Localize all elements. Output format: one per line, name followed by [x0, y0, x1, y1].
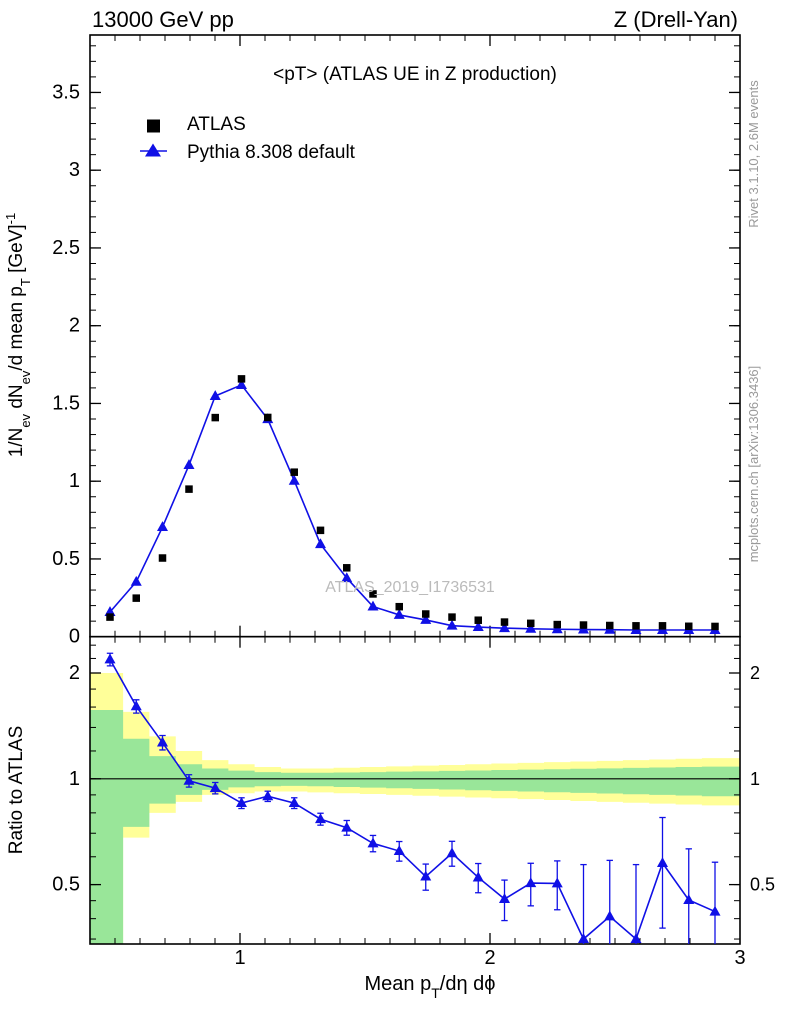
svg-text:<pT> (ATLAS UE in Z production: <pT> (ATLAS UE in Z production)	[273, 64, 557, 85]
svg-text:ATLAS: ATLAS	[187, 114, 246, 135]
svg-text:2: 2	[484, 947, 495, 969]
svg-text:2.5: 2.5	[52, 237, 80, 259]
svg-text:0.5: 0.5	[52, 874, 80, 896]
svg-text:1.5: 1.5	[52, 392, 80, 414]
svg-text:Rivet 3.1.10, 2.6M events: Rivet 3.1.10, 2.6M events	[746, 80, 761, 228]
svg-text:1: 1	[750, 769, 760, 789]
svg-text:1: 1	[69, 768, 80, 790]
svg-text:2: 2	[69, 662, 80, 684]
svg-text:1: 1	[234, 947, 245, 969]
svg-text:Z (Drell-Yan): Z (Drell-Yan)	[614, 7, 738, 32]
svg-text:mcplots.cern.ch [arXiv:1306.34: mcplots.cern.ch [arXiv:1306.3436]	[746, 366, 761, 563]
svg-text:0: 0	[69, 626, 80, 648]
svg-text:1: 1	[69, 470, 80, 492]
svg-text:2: 2	[69, 315, 80, 337]
svg-text:Ratio to ATLAS: Ratio to ATLAS	[6, 726, 27, 855]
svg-text:3: 3	[734, 947, 745, 969]
svg-text:3: 3	[69, 159, 80, 181]
svg-text:3.5: 3.5	[52, 81, 80, 103]
svg-text:ATLAS_2019_I1736531: ATLAS_2019_I1736531	[325, 579, 495, 596]
svg-text:2: 2	[750, 663, 760, 683]
svg-text:Pythia 8.308 default: Pythia 8.308 default	[187, 142, 356, 163]
svg-text:0.5: 0.5	[52, 548, 80, 570]
svg-text:0.5: 0.5	[750, 875, 775, 895]
svg-text:13000 GeV pp: 13000 GeV pp	[92, 7, 234, 32]
